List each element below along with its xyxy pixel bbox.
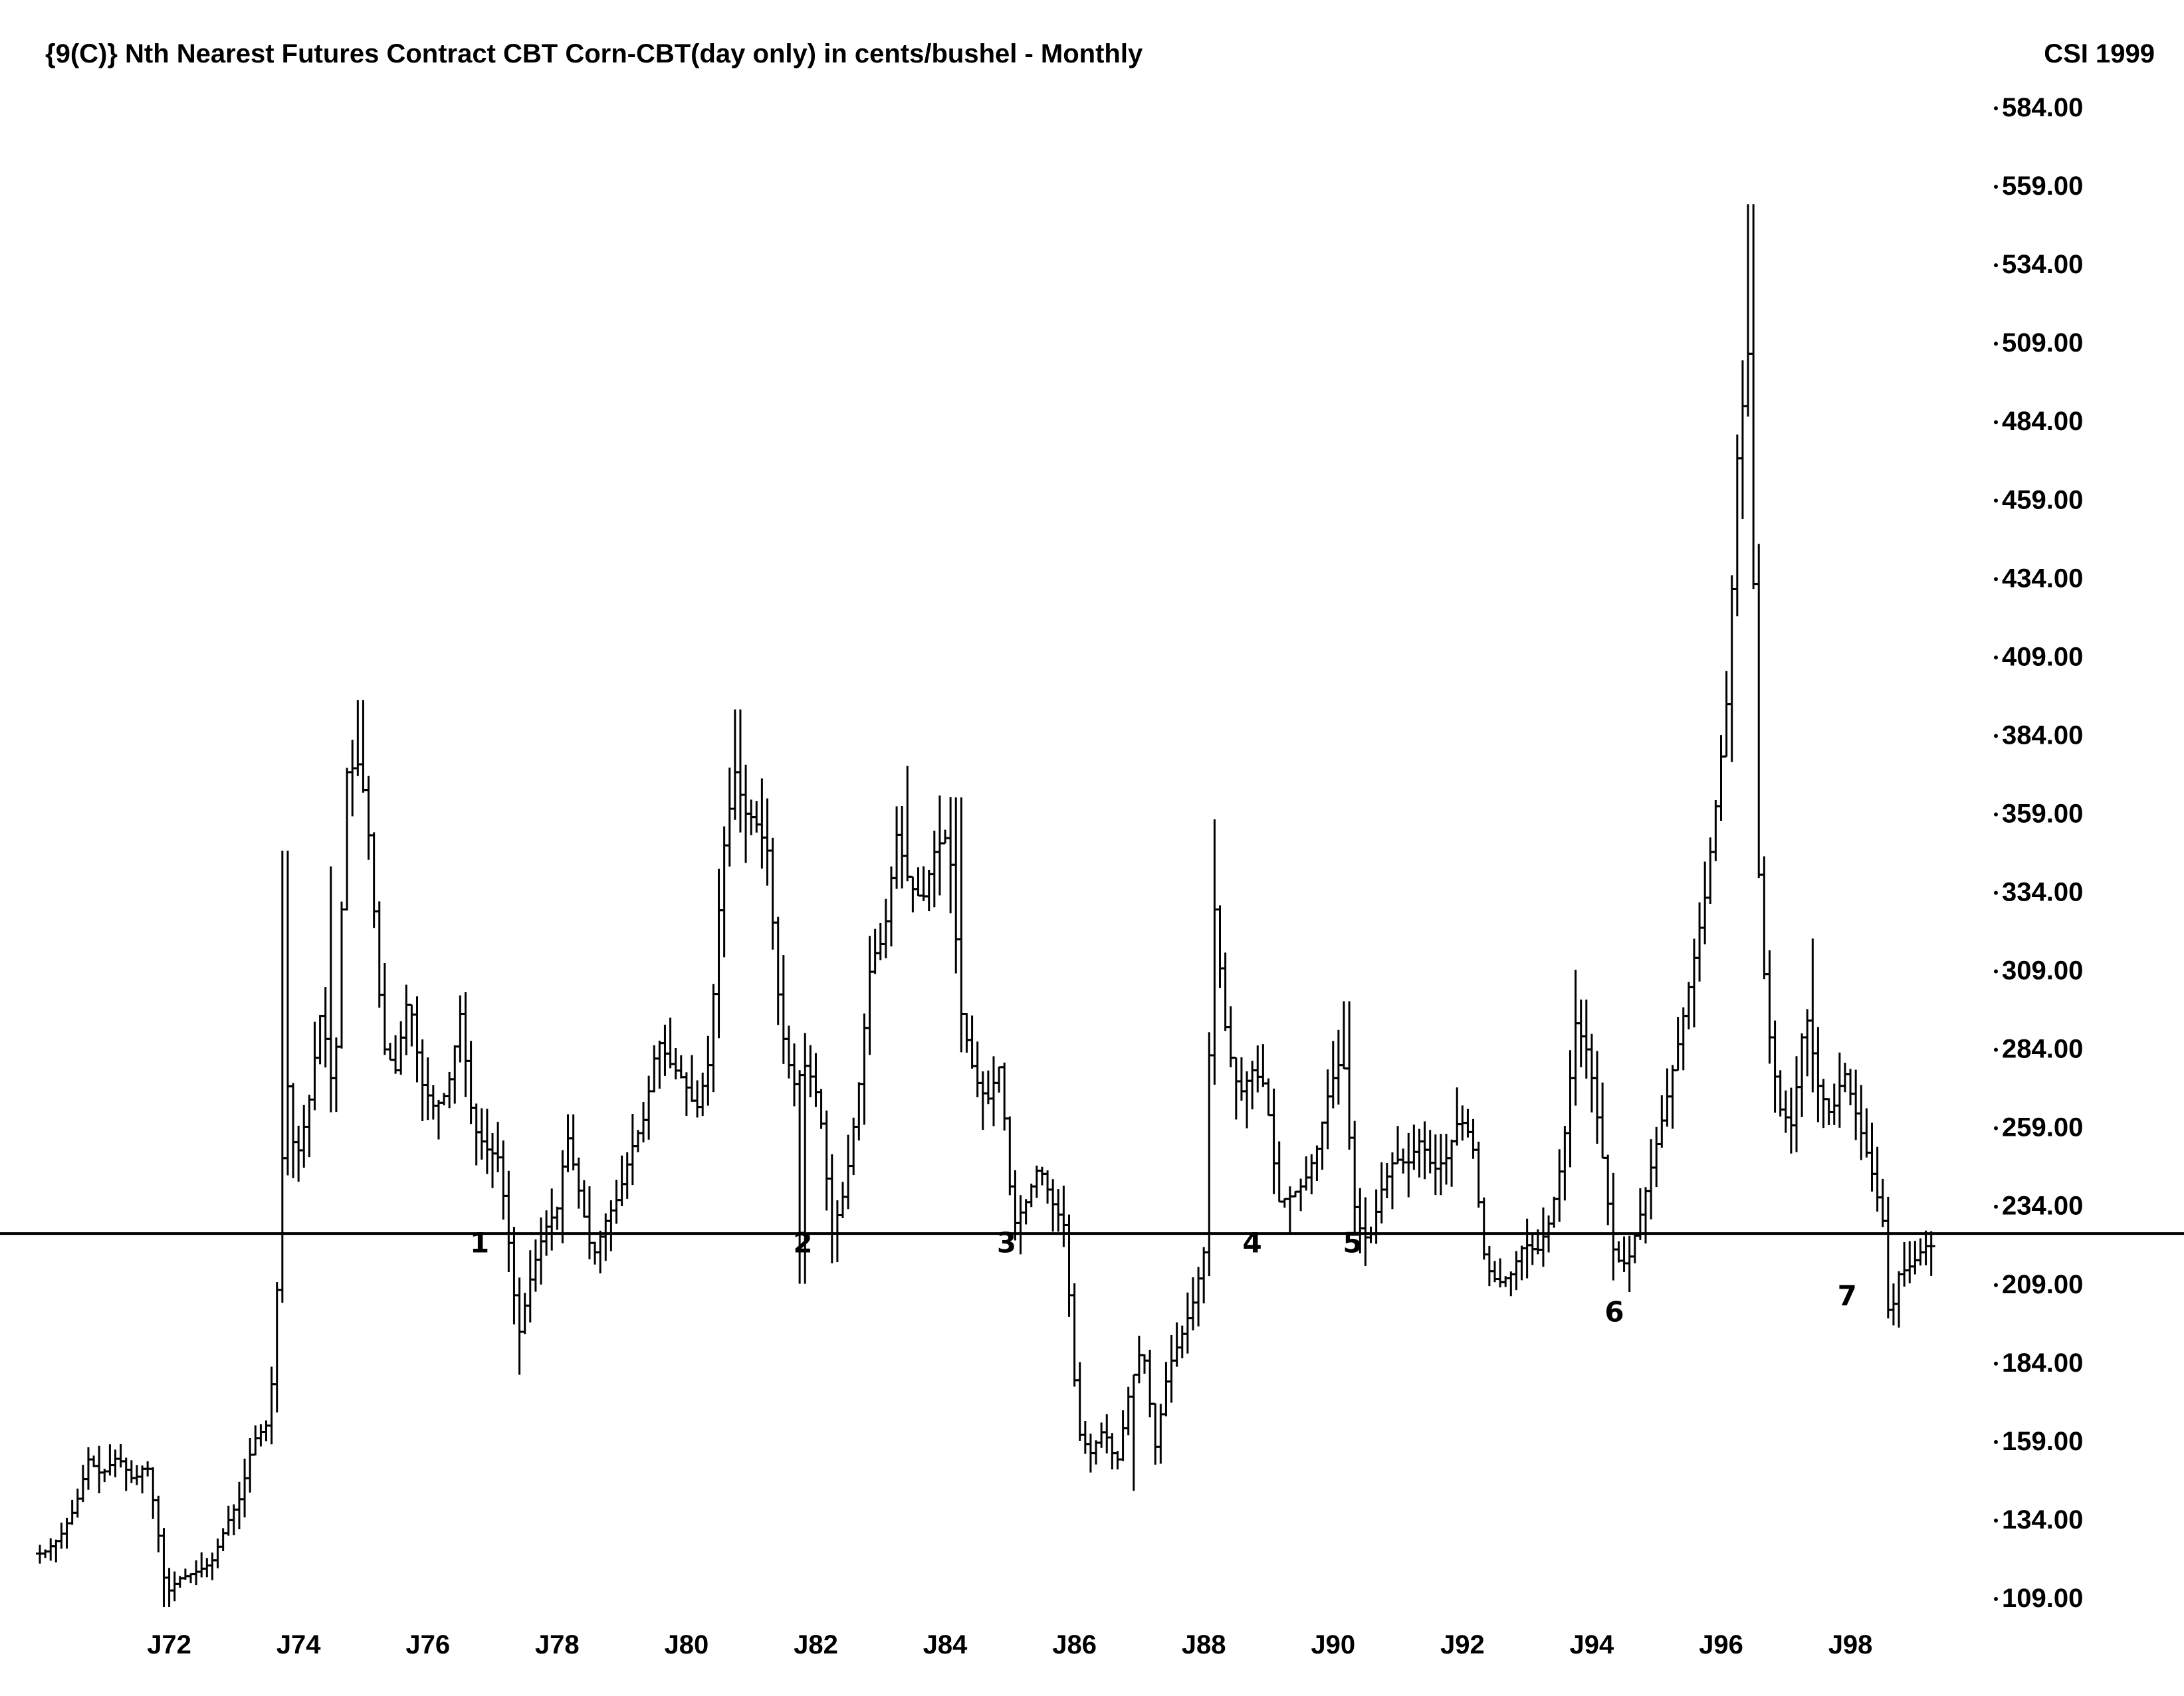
y-tick-dot — [1994, 185, 1998, 189]
x-tick-label: J98 — [1828, 1630, 1873, 1659]
y-tick-label: 409.00 — [2002, 642, 2083, 671]
y-tick-dot — [1994, 498, 1998, 503]
cycle-marker-2: 2 — [793, 1226, 812, 1259]
y-tick-label: 284.00 — [2002, 1035, 2083, 1064]
price-bars — [36, 204, 1935, 1607]
source-label: CSI 1999 — [2044, 39, 2155, 68]
cycle-markers: 1 2 3 4 5 6 7 — [470, 1226, 1857, 1328]
x-tick-label: J90 — [1311, 1630, 1355, 1659]
y-tick-label: 384.00 — [2002, 720, 2083, 750]
x-tick-label: J96 — [1699, 1630, 1743, 1659]
chart-title: {9(C)} Nth Nearest Futures Contract CBT … — [45, 39, 1143, 68]
x-tick-label: J92 — [1440, 1630, 1485, 1659]
y-tick-dot — [1994, 1439, 1998, 1444]
x-tick-label: J78 — [535, 1630, 580, 1659]
y-tick-dot — [1994, 1361, 1998, 1366]
y-tick-label: 134.00 — [2002, 1505, 2083, 1535]
y-tick-dot — [1994, 734, 1998, 738]
x-axis: J72 J74 J76 J78 J80 J82 J84 J86 J88 J90 J92 J94 J96 J… — [147, 1630, 1872, 1659]
y-tick-dot — [1994, 1204, 1998, 1209]
y-tick-label: 209.00 — [2002, 1270, 2083, 1299]
x-tick-label: J82 — [794, 1630, 838, 1659]
y-tick-label: 534.00 — [2002, 250, 2083, 279]
y-tick-label: 434.00 — [2002, 564, 2083, 593]
y-tick-dot — [1994, 1518, 1998, 1523]
y-tick-label: 584.00 — [2002, 93, 2083, 122]
x-tick-label: J88 — [1182, 1630, 1226, 1659]
x-tick-label: J72 — [147, 1630, 191, 1659]
y-tick-label: 459.00 — [2002, 485, 2083, 514]
y-tick-label: 234.00 — [2002, 1192, 2083, 1221]
y-tick-label: 109.00 — [2002, 1584, 2083, 1613]
y-tick-dot — [1994, 969, 1998, 974]
y-axis: 584.00 559.00 534.00 509.00 484.00 459.00 434.… — [1994, 93, 2083, 1613]
y-tick-label: 184.00 — [2002, 1348, 2083, 1378]
x-tick-label: J86 — [1052, 1630, 1097, 1659]
y-tick-label: 484.00 — [2002, 407, 2083, 436]
y-tick-dot — [1994, 655, 1998, 660]
y-tick-dot — [1994, 812, 1998, 817]
y-tick-dot — [1994, 1126, 1998, 1130]
x-tick-label: J80 — [665, 1630, 709, 1659]
cycle-marker-7: 7 — [1838, 1280, 1857, 1313]
y-tick-dot — [1994, 1283, 1998, 1287]
cycle-marker-4: 4 — [1243, 1226, 1262, 1259]
y-tick-dot — [1994, 577, 1998, 582]
y-tick-dot — [1994, 263, 1998, 268]
y-tick-label: 259.00 — [2002, 1113, 2083, 1142]
y-tick-dot — [1994, 891, 1998, 895]
y-tick-dot — [1994, 1597, 1998, 1601]
y-tick-label: 359.00 — [2002, 799, 2083, 828]
y-tick-label: 334.00 — [2002, 878, 2083, 907]
cycle-marker-5: 5 — [1343, 1226, 1362, 1259]
y-tick-dot — [1994, 420, 1998, 425]
y-tick-dot — [1994, 342, 1998, 346]
x-tick-label: J84 — [923, 1630, 968, 1659]
y-tick-label: 159.00 — [2002, 1427, 2083, 1456]
y-tick-dot — [1994, 106, 1998, 110]
y-tick-label: 509.00 — [2002, 328, 2083, 358]
cycle-marker-1: 1 — [470, 1226, 489, 1259]
x-tick-label: J74 — [276, 1630, 321, 1659]
cycle-marker-6: 6 — [1604, 1295, 1624, 1328]
x-tick-label: J94 — [1570, 1630, 1614, 1659]
y-tick-label: 309.00 — [2002, 956, 2083, 986]
x-tick-label: J76 — [405, 1630, 450, 1659]
y-tick-dot — [1994, 1047, 1998, 1052]
cycle-marker-3: 3 — [997, 1226, 1016, 1259]
y-tick-label: 559.00 — [2002, 171, 2083, 201]
